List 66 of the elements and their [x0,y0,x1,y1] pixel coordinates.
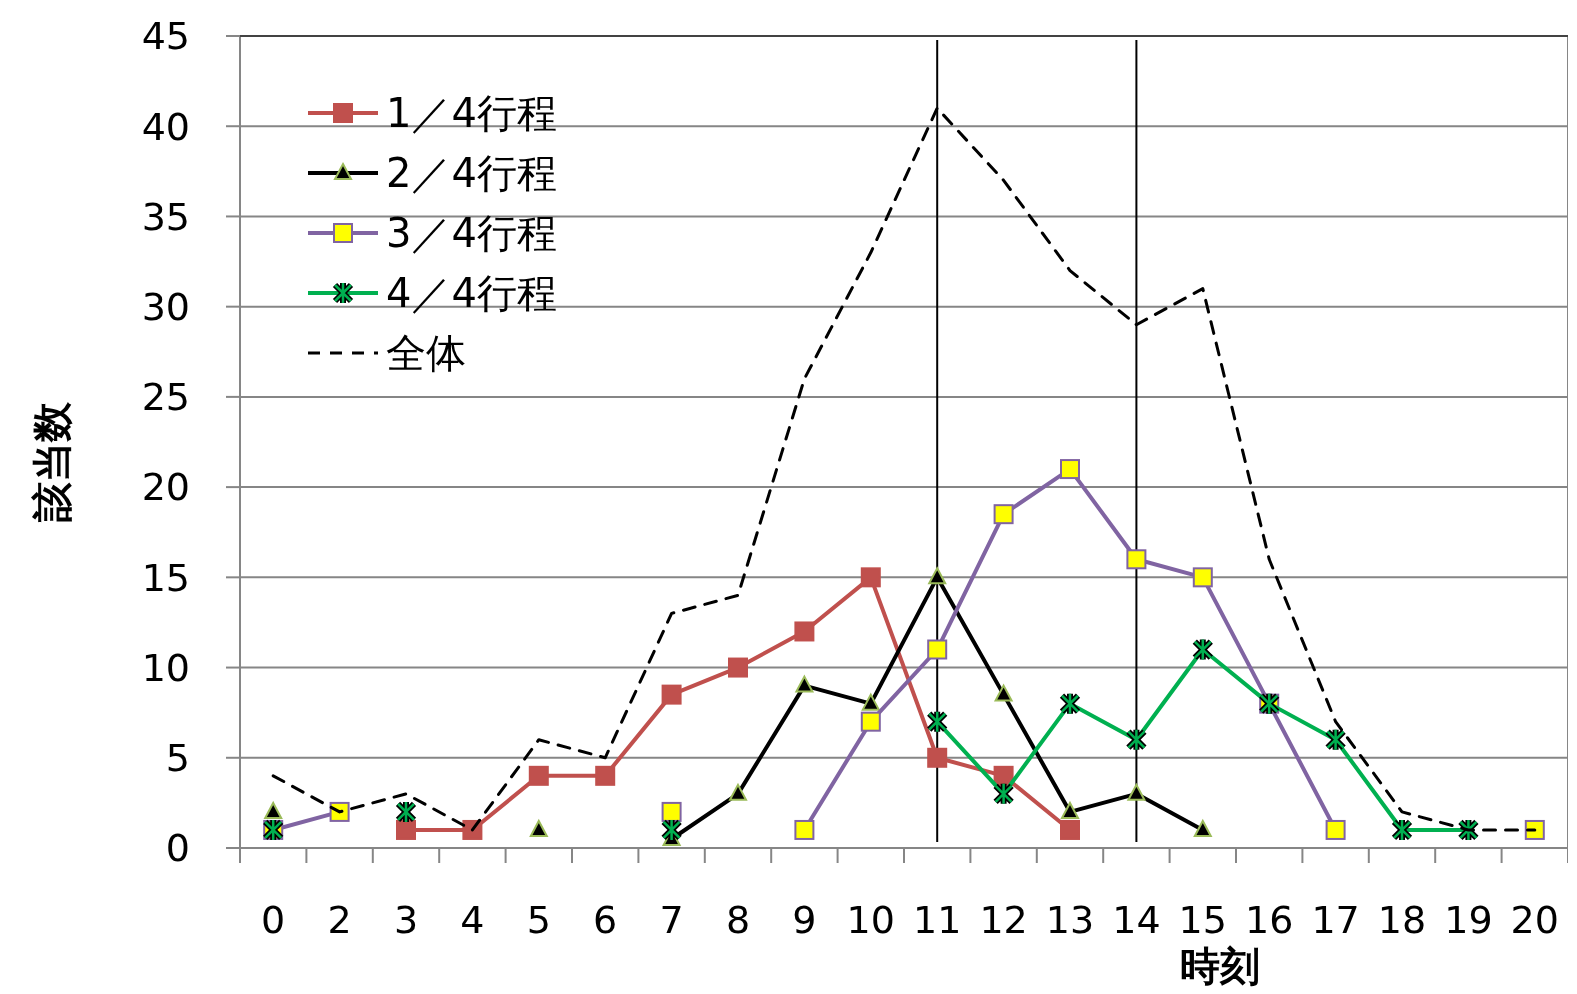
x-tick-label: 2 [327,898,352,942]
point [661,684,682,705]
y-tick-label: 30 [141,284,190,329]
x-axis-title: 時刻 [1180,943,1260,989]
point [661,801,682,822]
point [794,819,815,840]
legend-label: 3／4行程 [386,210,557,256]
x-tick-label: 0 [261,898,286,942]
point [1193,819,1212,837]
point [993,504,1014,525]
point [1061,801,1079,819]
y-tick-label: 45 [141,14,190,59]
x-tick-label: 8 [725,898,751,942]
x-tick-label: 20 [1510,898,1559,942]
point [928,567,947,585]
point [1060,459,1080,480]
point [264,801,283,819]
x-tick-label: 19 [1444,898,1493,942]
point [1126,549,1147,570]
y-tick-label: 10 [141,645,190,690]
x-tick-label: 13 [1045,898,1095,942]
x-tick-label: 18 [1377,898,1427,942]
y-tick-label: 0 [165,826,190,871]
y-tick-label: 40 [141,104,190,149]
legend-label: 1／4行程 [386,90,557,136]
x-tick-label: 17 [1311,898,1360,942]
x-tick-label: 7 [659,898,684,942]
legend-label: 2／4行程 [386,150,557,196]
point [528,765,549,786]
x-tick-label: 11 [913,898,962,942]
x-tick-label: 10 [846,898,895,942]
x-tick-label: 15 [1178,898,1227,942]
y-tick-label: 35 [141,194,190,239]
point [795,675,814,693]
point [1524,819,1545,840]
x-tick-label: 14 [1112,898,1161,942]
point [1192,567,1213,588]
y-tick-label: 25 [141,375,190,420]
point [794,621,815,642]
point [927,747,948,768]
x-tick-label: 5 [526,898,551,942]
point [860,567,881,588]
x-tick-label: 9 [792,898,817,942]
y-tick-label: 15 [141,555,190,600]
legend-label: 全体 [386,330,466,376]
point [728,657,748,678]
point [1060,819,1080,840]
x-tick-label: 4 [460,898,485,942]
point [860,711,881,732]
legend-label: 4／4行程 [386,270,557,316]
point [1127,783,1146,801]
point [994,684,1013,702]
y-tick-label: 5 [165,736,190,781]
point [861,693,880,711]
x-tick-label: 16 [1245,898,1294,942]
x-tick-label: 6 [593,898,618,942]
y-axis-title: 該当数 [29,401,75,523]
point [396,819,416,840]
point [595,765,616,786]
point [729,783,747,801]
x-tick-label: 12 [979,898,1028,942]
point [529,819,548,837]
x-tick-label: 3 [393,898,419,942]
point [1325,819,1346,840]
y-tick-label: 20 [141,465,190,510]
point [927,639,948,660]
